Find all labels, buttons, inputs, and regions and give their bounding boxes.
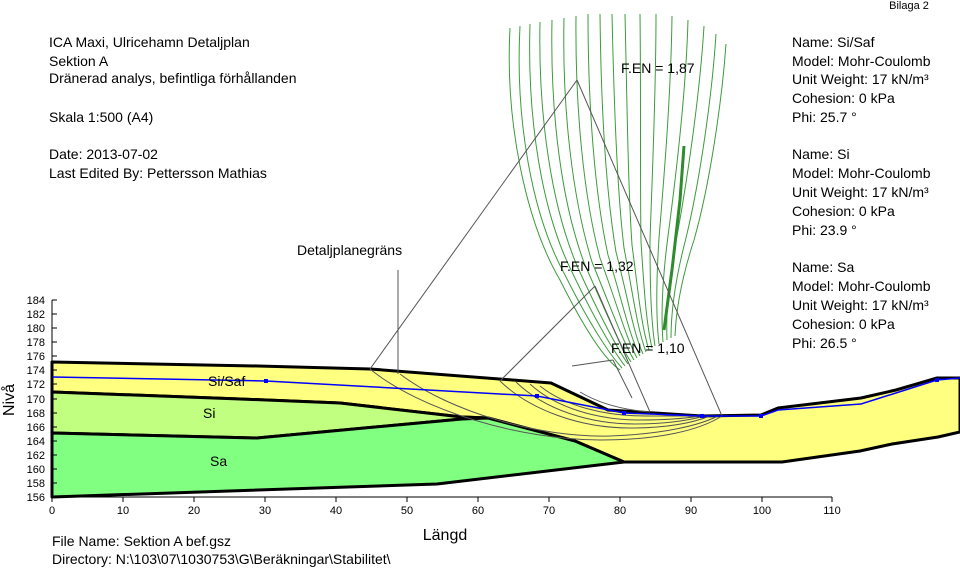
material-cohesion: Cohesion: 0 kPa (792, 90, 895, 106)
fos-label-2: F.EN = 1,32 (560, 258, 634, 274)
y-tick-label: 176 (27, 351, 45, 363)
y-tick-label: 156 (27, 492, 45, 504)
analysis-type: Dränerad analys, befintliga förhållanden (49, 70, 297, 86)
y-tick-label: 162 (27, 450, 45, 462)
material-phi: Phi: 23.9 ° (792, 222, 857, 238)
y-tick-label: 178 (27, 337, 45, 349)
y-tick-label: 164 (27, 436, 45, 448)
x-tick-label: 0 (49, 505, 55, 517)
material-model: Model: Mohr-Coulomb (792, 165, 931, 181)
x-tick-label: 10 (117, 505, 129, 517)
y-tick-label: 182 (27, 309, 45, 321)
material-unit-weight: Unit Weight: 17 kN/m³ (792, 184, 929, 200)
appendix-label: Bilaga 2 (889, 0, 929, 12)
material-cohesion: Cohesion: 0 kPa (792, 316, 895, 332)
x-tick-label: 40 (330, 505, 342, 517)
y-tick-label: 180 (27, 323, 45, 335)
x-tick-label: 90 (685, 505, 697, 517)
material-cohesion: Cohesion: 0 kPa (792, 203, 895, 219)
y-tick-label: 184 (27, 295, 45, 307)
material-model: Model: Mohr-Coulomb (792, 53, 931, 69)
trial-slip-surfaces (508, 13, 727, 371)
x-tick-label: 20 (188, 505, 200, 517)
fos-label-3: F.EN = 1,10 (611, 340, 685, 356)
material-si-saf: Name: Si/Saf Model: Mohr-Coulomb Unit We… (792, 34, 931, 125)
edited-by-text: Last Edited By: Pettersson Mathias (49, 165, 267, 181)
x-tick-label: 100 (753, 505, 771, 517)
layer-label-si-saf: Si/Saf (208, 373, 245, 389)
material-phi: Phi: 25.7 ° (792, 109, 857, 125)
critical-slip-green (662, 145, 686, 331)
water-table (51, 376, 960, 418)
detaljplan-label: Detaljplanegräns (297, 242, 402, 258)
section-name: Sektion A (49, 53, 109, 69)
fos-label-1: F.EN = 1,87 (621, 60, 695, 76)
x-tick-label: 60 (472, 505, 484, 517)
y-tick-labels: 156 158 160 162 164 166 168 170 172 174 … (27, 295, 45, 504)
y-axis-title: Nivå (0, 384, 18, 416)
y-tick-label: 166 (27, 422, 45, 434)
material-phi: Phi: 26.5 ° (792, 335, 857, 351)
material-unit-weight: Unit Weight: 17 kN/m³ (792, 297, 929, 313)
directory-text: Directory: N:\103\07\1030753\G\Beräkning… (52, 551, 391, 567)
material-sa: Name: Sa Model: Mohr-Coulomb Unit Weight… (792, 259, 931, 351)
x-tick-label: 50 (401, 505, 413, 517)
y-tick-label: 170 (27, 394, 45, 406)
y-tick-label: 158 (27, 478, 45, 490)
layer-label-si: Si (203, 405, 215, 421)
material-name: Name: Sa (792, 259, 854, 275)
material-si: Name: Si Model: Mohr-Coulomb Unit Weight… (792, 146, 931, 238)
radius-lines (369, 79, 723, 417)
x-tick-label: 30 (259, 505, 271, 517)
layer-label-sa: Sa (210, 453, 227, 469)
material-unit-weight: Unit Weight: 17 kN/m³ (792, 71, 929, 87)
y-tick-label: 160 (27, 464, 45, 476)
scale-text: Skala 1:500 (A4) (49, 109, 153, 125)
file-name-text: File Name: Sektion A bef.gsz (52, 533, 231, 549)
y-tick-label: 172 (27, 379, 45, 391)
project-title: ICA Maxi, Ulricehamn Detaljplan (49, 34, 250, 50)
x-tick-labels: 0 10 20 30 40 50 60 70 80 90 100 110 (49, 505, 841, 517)
x-axis-title: Längd (423, 527, 468, 544)
x-tick-label: 110 (823, 505, 841, 517)
date-text: Date: 2013-07-02 (49, 146, 158, 162)
x-axis (51, 496, 833, 502)
y-tick-label: 168 (27, 408, 45, 420)
y-tick-label: 174 (27, 365, 45, 377)
layer-sa (50, 416, 626, 499)
x-tick-label: 70 (543, 505, 555, 517)
material-name: Name: Si (792, 146, 850, 162)
x-tick-label: 80 (614, 505, 626, 517)
material-name: Name: Si/Saf (792, 34, 875, 50)
material-model: Model: Mohr-Coulomb (792, 278, 931, 294)
